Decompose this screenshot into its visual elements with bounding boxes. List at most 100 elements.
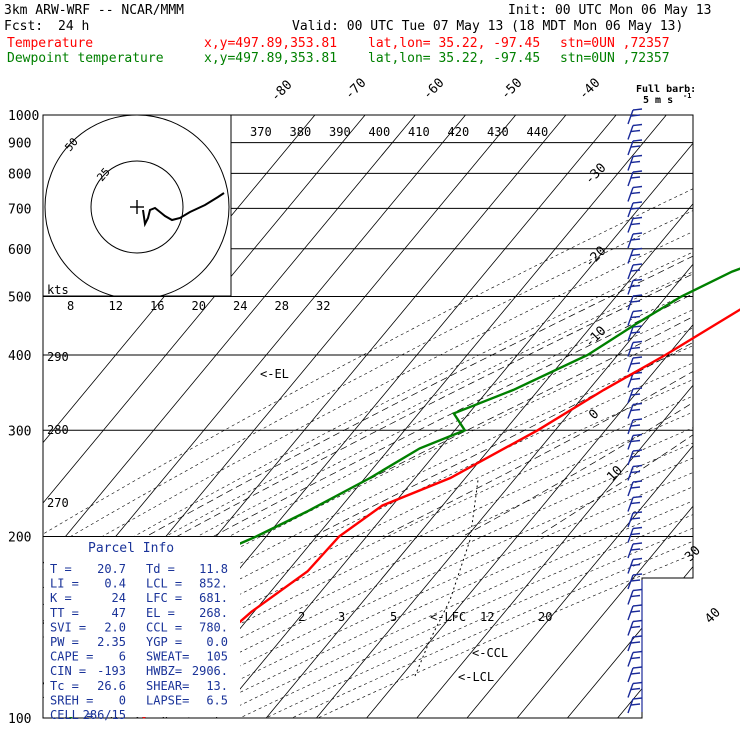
pressure-tick-label: 100 <box>8 712 31 727</box>
isotherm-label: 30 <box>682 543 704 565</box>
dry-adiabat <box>239 115 693 718</box>
moist-adiabat <box>313 115 693 537</box>
parcel-info-value: 2906. <box>192 664 228 678</box>
moist-adiabat <box>382 115 693 537</box>
wind-barb <box>627 464 643 481</box>
wind-barb <box>627 480 643 497</box>
parcel-info-key: YGP = <box>146 635 182 649</box>
isotherm-line <box>416 115 693 718</box>
dry-adiabat <box>317 115 693 718</box>
hodograph-axis-tick: 28 <box>275 299 289 313</box>
wind-legend-label: Full barb: <box>636 84 696 95</box>
wind-barb <box>627 325 643 342</box>
wind-barb <box>627 356 643 373</box>
parcel-info-box <box>44 537 240 717</box>
wind-barb <box>627 619 643 636</box>
parcel-info-key: SHEAR= <box>146 679 189 693</box>
dry-adiabat <box>43 115 693 718</box>
parcel-info-key: LAPSE= <box>146 693 189 707</box>
dry-adiabat <box>43 115 693 718</box>
isotherm-line <box>466 115 693 718</box>
pressure-tick-label: 400 <box>8 349 31 364</box>
parcel-info-key: HWBZ= <box>146 664 182 678</box>
parcel-info-key: CAPE = <box>50 650 93 664</box>
temperature-xy: x,y=497.89,353.81 <box>204 36 338 51</box>
hodograph-axis-tick: 12 <box>109 299 123 313</box>
ccl-annotation: <-CCL <box>472 646 508 660</box>
plot-border <box>42 114 694 719</box>
theta-label: 380 <box>290 125 312 139</box>
isotherm-label: -50 <box>498 76 525 103</box>
wind-barb <box>627 201 643 218</box>
parcel-info-value: 6 <box>119 650 126 664</box>
theta-label: 370 <box>250 125 272 139</box>
dry-adiabat <box>43 115 693 718</box>
hodograph-axis-tick: 32 <box>316 299 330 313</box>
isotherm-line <box>316 115 693 718</box>
dry-adiabat <box>213 115 693 718</box>
pressure-tick-label: 800 <box>8 167 31 182</box>
wind-barb <box>627 666 643 683</box>
wind-barb <box>627 557 643 574</box>
hodograph-units: kts <box>47 283 69 297</box>
wind-barb <box>627 542 643 559</box>
theta-label: 280 <box>47 423 69 437</box>
parcel-info-value: 286/15 <box>83 708 126 722</box>
theta-label: 390 <box>329 125 351 139</box>
wind-barb <box>627 681 643 698</box>
isotherm-label: -30 <box>582 161 609 188</box>
pressure-tick-label: 700 <box>8 202 31 217</box>
wind-barb <box>627 604 643 621</box>
wind-barb <box>627 635 643 652</box>
mixing-ratio-label: 12 <box>480 610 494 624</box>
parcel-info-key: CELL = <box>50 708 93 722</box>
hodograph-axis-tick: 20 <box>192 299 206 313</box>
theta-label: 430 <box>487 125 509 139</box>
moist-adiabat <box>213 115 693 537</box>
parcel-info-key: CIN = <box>50 664 86 678</box>
mixing-ratio-label: 20 <box>538 610 552 624</box>
parcel-info-value: 2.35 <box>97 635 126 649</box>
parcel-info-key: EL = <box>146 606 175 620</box>
theta-label: 400 <box>369 125 391 139</box>
moist-adiabat <box>146 115 693 537</box>
parcel-info-key: SVI = <box>50 620 86 634</box>
dry-adiabat <box>161 115 693 718</box>
wind-barb <box>627 123 643 140</box>
dewpoint-legend: Dewpoint temperature <box>7 51 164 66</box>
parcel-info-key: K = <box>50 591 72 605</box>
hodograph-axis-tick: 24 <box>233 299 247 313</box>
wind-barb <box>627 340 643 357</box>
pressure-tick-label: 600 <box>8 243 31 258</box>
parcel-info-key: SWEAT= <box>146 650 189 664</box>
el-annotation: <-EL <box>260 367 289 381</box>
wind-barb <box>627 511 643 528</box>
wind-barb <box>627 433 643 450</box>
mixing-ratio-label: 3 <box>338 610 345 624</box>
parcel-info-value: 780. <box>199 620 228 634</box>
isotherm-label: -40 <box>576 76 603 103</box>
parcel-info-value: -193 <box>97 664 126 678</box>
parcel-info-key: Td = <box>146 562 175 576</box>
forecast-label: Fcst: <box>4 19 44 34</box>
parcel-info-value: 20.7 <box>97 562 126 576</box>
temperature-station: stn=0UN ,72357 <box>560 36 670 51</box>
wind-barb <box>627 263 643 280</box>
parcel-info-value: 681. <box>199 591 228 605</box>
temperature-legend: Temperature <box>7 36 94 51</box>
wind-barb <box>627 154 643 171</box>
hodograph-ring <box>44 115 230 296</box>
theta-label: 420 <box>448 125 470 139</box>
wind-barb <box>627 294 643 311</box>
parcel-info-value: 13. <box>206 679 228 693</box>
isotherm-line <box>165 115 667 718</box>
wind-barb <box>627 309 643 326</box>
theta-label: 410 <box>408 125 430 139</box>
isotherm-label: -60 <box>420 76 447 103</box>
valid-time: Valid: 00 UTC Tue 07 May 13 (18 MDT Mon … <box>292 19 684 34</box>
wind-barb <box>627 650 643 667</box>
wind-legend-exponent: -1 <box>683 92 691 100</box>
parcel-info-key: LCL = <box>146 577 182 591</box>
isotherm-label: -20 <box>582 244 609 271</box>
dry-adiabat <box>43 115 693 718</box>
